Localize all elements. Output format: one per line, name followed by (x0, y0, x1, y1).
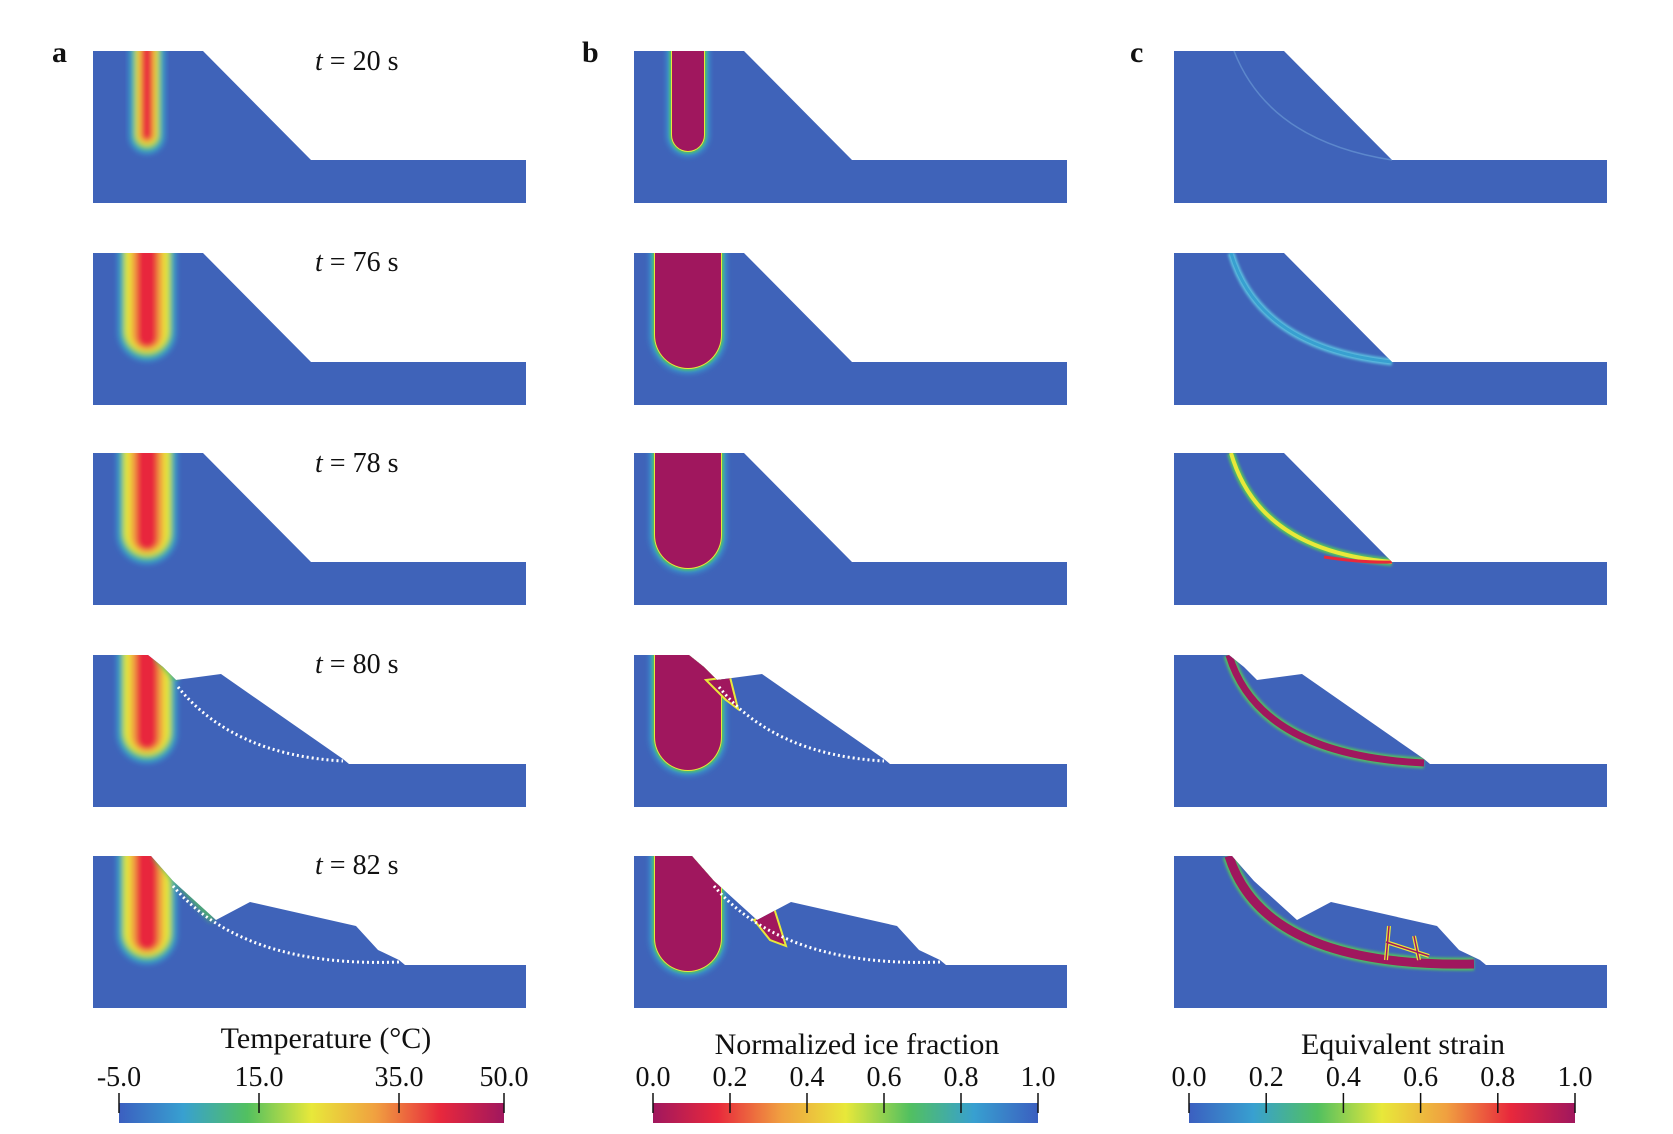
field-plot-a-1 (93, 51, 526, 203)
field-plot-b-5 (634, 856, 1067, 1008)
colorbar-title-ice-fraction: Normalized ice fraction (715, 1028, 1000, 1061)
panel-letter-a: a (52, 36, 67, 69)
field-plot-b-3 (634, 453, 1067, 605)
ice-column (650, 655, 726, 775)
colorbar-title-temperature: Temperature (°C) (221, 1022, 432, 1055)
slope-domain (93, 253, 526, 405)
heat-column (129, 51, 165, 154)
field-plot-c-4 (1174, 655, 1607, 807)
colorbar-1 (119, 1103, 504, 1123)
colorbar-tick-label: 0.8 (944, 1062, 979, 1093)
heat-column (117, 655, 177, 763)
colorbar-tick-label: 0.0 (1172, 1062, 1207, 1093)
colorbar-tick-label: 0.0 (636, 1062, 671, 1093)
field-plot-b-4 (634, 655, 1067, 807)
heat-column (118, 253, 176, 361)
colorbar-tick-label: 1.0 (1558, 1062, 1593, 1093)
ice-column (650, 253, 726, 373)
field-plot-a-5 (93, 856, 526, 1008)
colorbar-2 (653, 1103, 1038, 1123)
colorbar-tick-label: 0.8 (1480, 1062, 1515, 1093)
slope-domain (634, 453, 1067, 605)
colorbar-tick-label: 50.0 (480, 1062, 529, 1093)
shear-band (1224, 856, 1475, 969)
slope-domain (93, 856, 526, 1008)
colorbar-tick-label: -5.0 (97, 1062, 141, 1093)
ice-column (650, 453, 726, 573)
field-plot-b-1 (634, 51, 1067, 203)
time-label-4: t = 80 s (315, 649, 398, 680)
slope-domain (1174, 453, 1607, 605)
shear-band (1233, 51, 1393, 161)
colorbar-tick-label: 1.0 (1021, 1062, 1056, 1093)
slip-surface-gap (712, 885, 941, 964)
slope-domain (93, 453, 526, 605)
ice-column (650, 856, 726, 976)
slip-surface-gap (176, 686, 344, 763)
field-plot-c-5 (1174, 856, 1607, 1008)
slope-domain (634, 51, 1067, 203)
colorbar-3 (1189, 1103, 1575, 1123)
shear-band (1225, 655, 1425, 767)
slope-domain (634, 253, 1067, 405)
heat-column (117, 856, 177, 964)
field-plot-a-3 (93, 453, 526, 605)
colorbar-tick-label: 0.6 (1403, 1062, 1438, 1093)
slope-domain (1174, 856, 1607, 1008)
slope-domain (1174, 51, 1607, 203)
ice-column (667, 51, 709, 156)
shear-band (1229, 253, 1393, 364)
slip-surface-gap (717, 686, 885, 763)
heat-column (117, 453, 177, 564)
field-plot-b-2 (634, 253, 1067, 405)
shear-band (1229, 453, 1393, 564)
slope-domain (1174, 655, 1607, 807)
slope-domain (93, 51, 526, 203)
panel-letter-c: c (1130, 36, 1143, 69)
time-label-1: t = 20 s (315, 46, 398, 77)
colorbar-tick-label: 0.6 (867, 1062, 902, 1093)
colorbar-tick-label: 0.4 (790, 1062, 825, 1093)
slip-surface-gap (171, 885, 400, 964)
colorbar-tick-label: 0.2 (1249, 1062, 1284, 1093)
time-label-2: t = 76 s (315, 247, 398, 278)
time-label-3: t = 78 s (315, 448, 398, 479)
field-plot-a-2 (93, 253, 526, 405)
slope-domain (93, 655, 526, 807)
field-plot-c-3 (1174, 453, 1607, 605)
colorbar-tick-label: 35.0 (375, 1062, 424, 1093)
field-plot-c-2 (1174, 253, 1607, 405)
colorbar-tick-label: 0.4 (1326, 1062, 1361, 1093)
colorbar-title-equivalent-strain: Equivalent strain (1301, 1028, 1505, 1061)
field-plot-a-4 (93, 655, 526, 807)
colorbar-tick-label: 0.2 (713, 1062, 748, 1093)
field-plot-c-1 (1174, 51, 1607, 203)
slope-domain (1174, 253, 1607, 405)
panel-letter-b: b (582, 36, 599, 69)
time-label-5: t = 82 s (315, 850, 398, 881)
colorbar-tick-label: 15.0 (235, 1062, 284, 1093)
slope-domain (634, 856, 1067, 1008)
slope-domain (634, 655, 1067, 807)
